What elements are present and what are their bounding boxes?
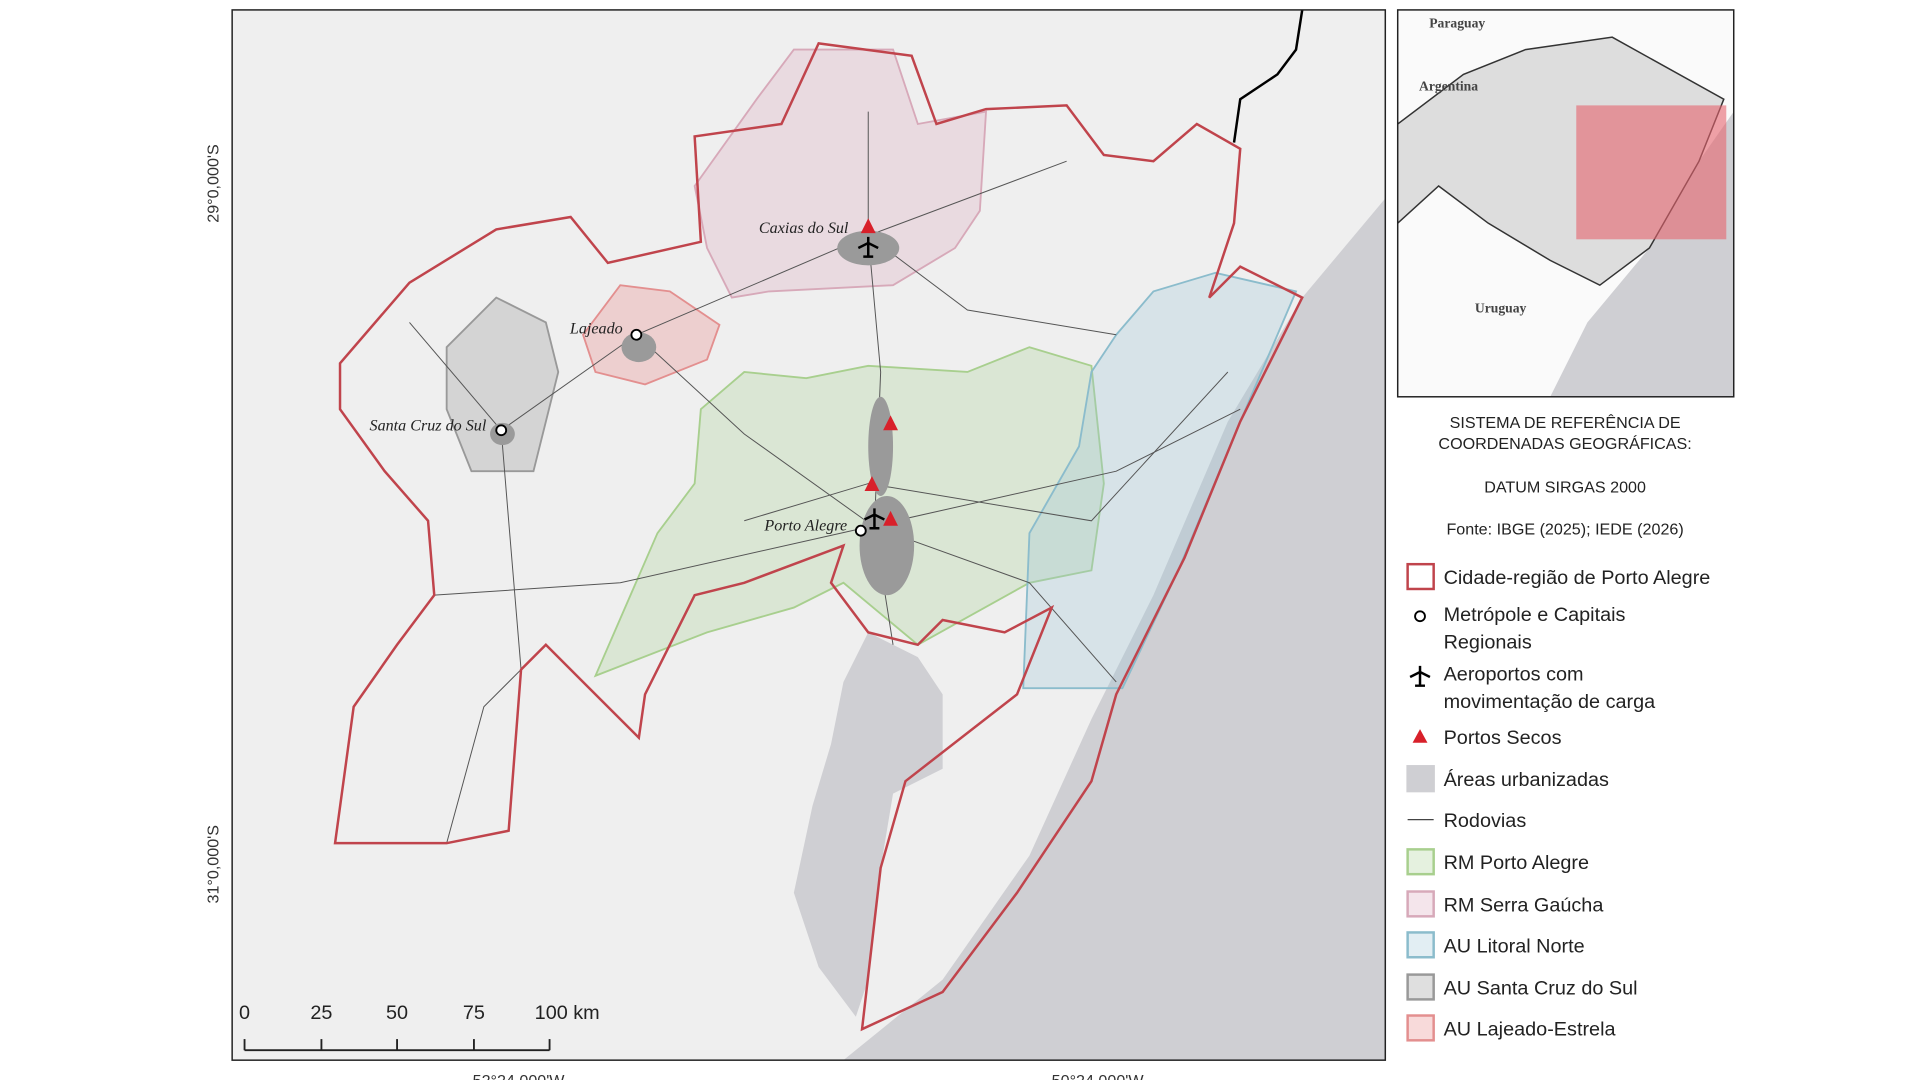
legend-swatch [1406, 890, 1435, 918]
scale-label: 75 [463, 1002, 485, 1024]
metropolis-marker [630, 328, 643, 341]
city-region-boundary [333, 42, 1304, 1032]
urban-area [859, 495, 915, 596]
datum: DATUM SIRGAS 2000 [1484, 478, 1646, 496]
source: Fonte: IBGE (2025); IEDE (2026) [1446, 520, 1683, 538]
dry-port-marker [883, 415, 899, 431]
reference-system: COORDENADAS GEOGRÁFICAS: [1438, 434, 1691, 453]
inset-extent [1576, 105, 1727, 240]
dry-port-marker [864, 476, 880, 492]
urban-area [868, 396, 894, 496]
legend-swatch [1406, 973, 1435, 1001]
legend-label: Portos Secos [1444, 727, 1562, 749]
legend-symbol [1412, 729, 1428, 743]
au-lajeado-estrela [582, 284, 721, 386]
airport-marker [863, 508, 885, 530]
legend-swatch [1406, 562, 1435, 591]
national-border [1232, 9, 1304, 143]
latitude-label: 31°0,000'S [205, 825, 223, 904]
inset-map [1397, 9, 1734, 397]
country-label: Paraguay [1429, 15, 1485, 30]
place-label: Santa Cruz do Sul [370, 417, 487, 434]
legend-swatch [1406, 848, 1435, 876]
main-map [232, 9, 1386, 1061]
rm-porto-alegre [593, 346, 1105, 678]
legend-label: AU Litoral Norte [1444, 935, 1585, 957]
legend-label: RM Serra Gaúcha [1444, 894, 1605, 916]
legend-label: Cidade-região de Porto Alegre [1444, 567, 1711, 589]
legend-label: Áreas urbanizadas [1444, 768, 1609, 791]
scale-label: 50 [386, 1002, 408, 1024]
road [744, 371, 1229, 522]
legend-swatch [1406, 765, 1435, 793]
dry-port-marker [860, 218, 876, 234]
legend-symbol [1409, 665, 1431, 687]
legend-label: Aeroportos com [1444, 664, 1584, 686]
place-label: Porto Alegre [763, 518, 847, 535]
ocean [843, 198, 1386, 1061]
metropolis-marker [495, 424, 508, 437]
legend-symbol [1414, 610, 1426, 623]
legend-label: movimentação de carga [1444, 691, 1657, 713]
urban-area [621, 332, 657, 363]
reference-system: SISTEMA DE REFERÊNCIA DE [1450, 413, 1681, 432]
lagoon [793, 632, 943, 1017]
dry-port-marker [883, 510, 899, 526]
airport-marker [857, 236, 879, 258]
place-label: Caxias do Sul [759, 220, 849, 237]
country-label: Uruguay [1475, 300, 1527, 315]
longitude-label: 52°24,000'W [473, 1072, 566, 1080]
legend-swatch [1406, 1014, 1435, 1042]
au-santa-cruz [445, 296, 560, 473]
latitude-label: 29°0,000'S [205, 144, 223, 223]
scale-label: 100 km [535, 1002, 600, 1024]
road [867, 111, 1117, 336]
legend-label: AU Lajeado-Estrela [1444, 1018, 1617, 1040]
legend-label: Rodovias [1444, 810, 1527, 832]
legend-label: Regionais [1444, 631, 1532, 653]
legend-label: Metrópole e Capitais [1444, 604, 1626, 626]
scale-label: 25 [310, 1002, 332, 1024]
inset-frame [1396, 9, 1735, 398]
metropolis-marker [854, 524, 867, 537]
au-litoral-norte [1022, 271, 1298, 690]
legend-swatch [1406, 931, 1435, 959]
country-label: Argentina [1419, 79, 1478, 94]
road [446, 669, 522, 844]
legend-label: RM Porto Alegre [1444, 852, 1589, 874]
rm-serra-gaucha [693, 48, 988, 299]
place-label: Lajeado [569, 321, 623, 338]
road [500, 160, 1067, 431]
map-frame [231, 9, 1387, 1061]
scale-label: 0 [239, 1002, 250, 1024]
legend-label: AU Santa Cruz do Sul [1444, 977, 1638, 999]
longitude-label: 50°24,000'W [1052, 1072, 1145, 1080]
road [409, 322, 522, 670]
